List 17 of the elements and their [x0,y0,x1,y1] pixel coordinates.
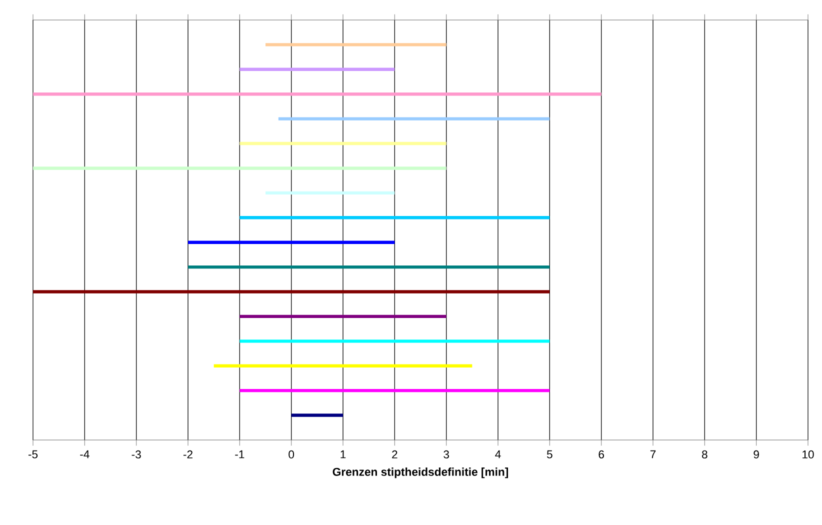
x-axis-title: Grenzen stiptheidsdefinitie [min] [332,468,508,478]
x-tick-label: 2 [392,450,398,458]
x-tick-label: -2 [183,450,192,458]
x-tick-label: -5 [28,450,38,458]
x-tick-label: 4 [495,450,501,458]
x-tick-label: 10 [802,450,814,458]
x-tick-label: 1 [340,450,346,458]
x-tick-label: -4 [80,450,90,458]
x-tick-label: 0 [288,450,294,458]
x-tick-label: -1 [235,450,244,458]
x-tick-label: 8 [702,450,708,458]
x-tick-label: -3 [132,450,141,458]
x-tick-label: 3 [444,450,449,458]
x-tick-label: 7 [650,450,656,458]
x-tick-label: 6 [598,450,604,458]
x-tick-label: 9 [754,450,759,458]
x-tick-label: 5 [546,450,552,458]
